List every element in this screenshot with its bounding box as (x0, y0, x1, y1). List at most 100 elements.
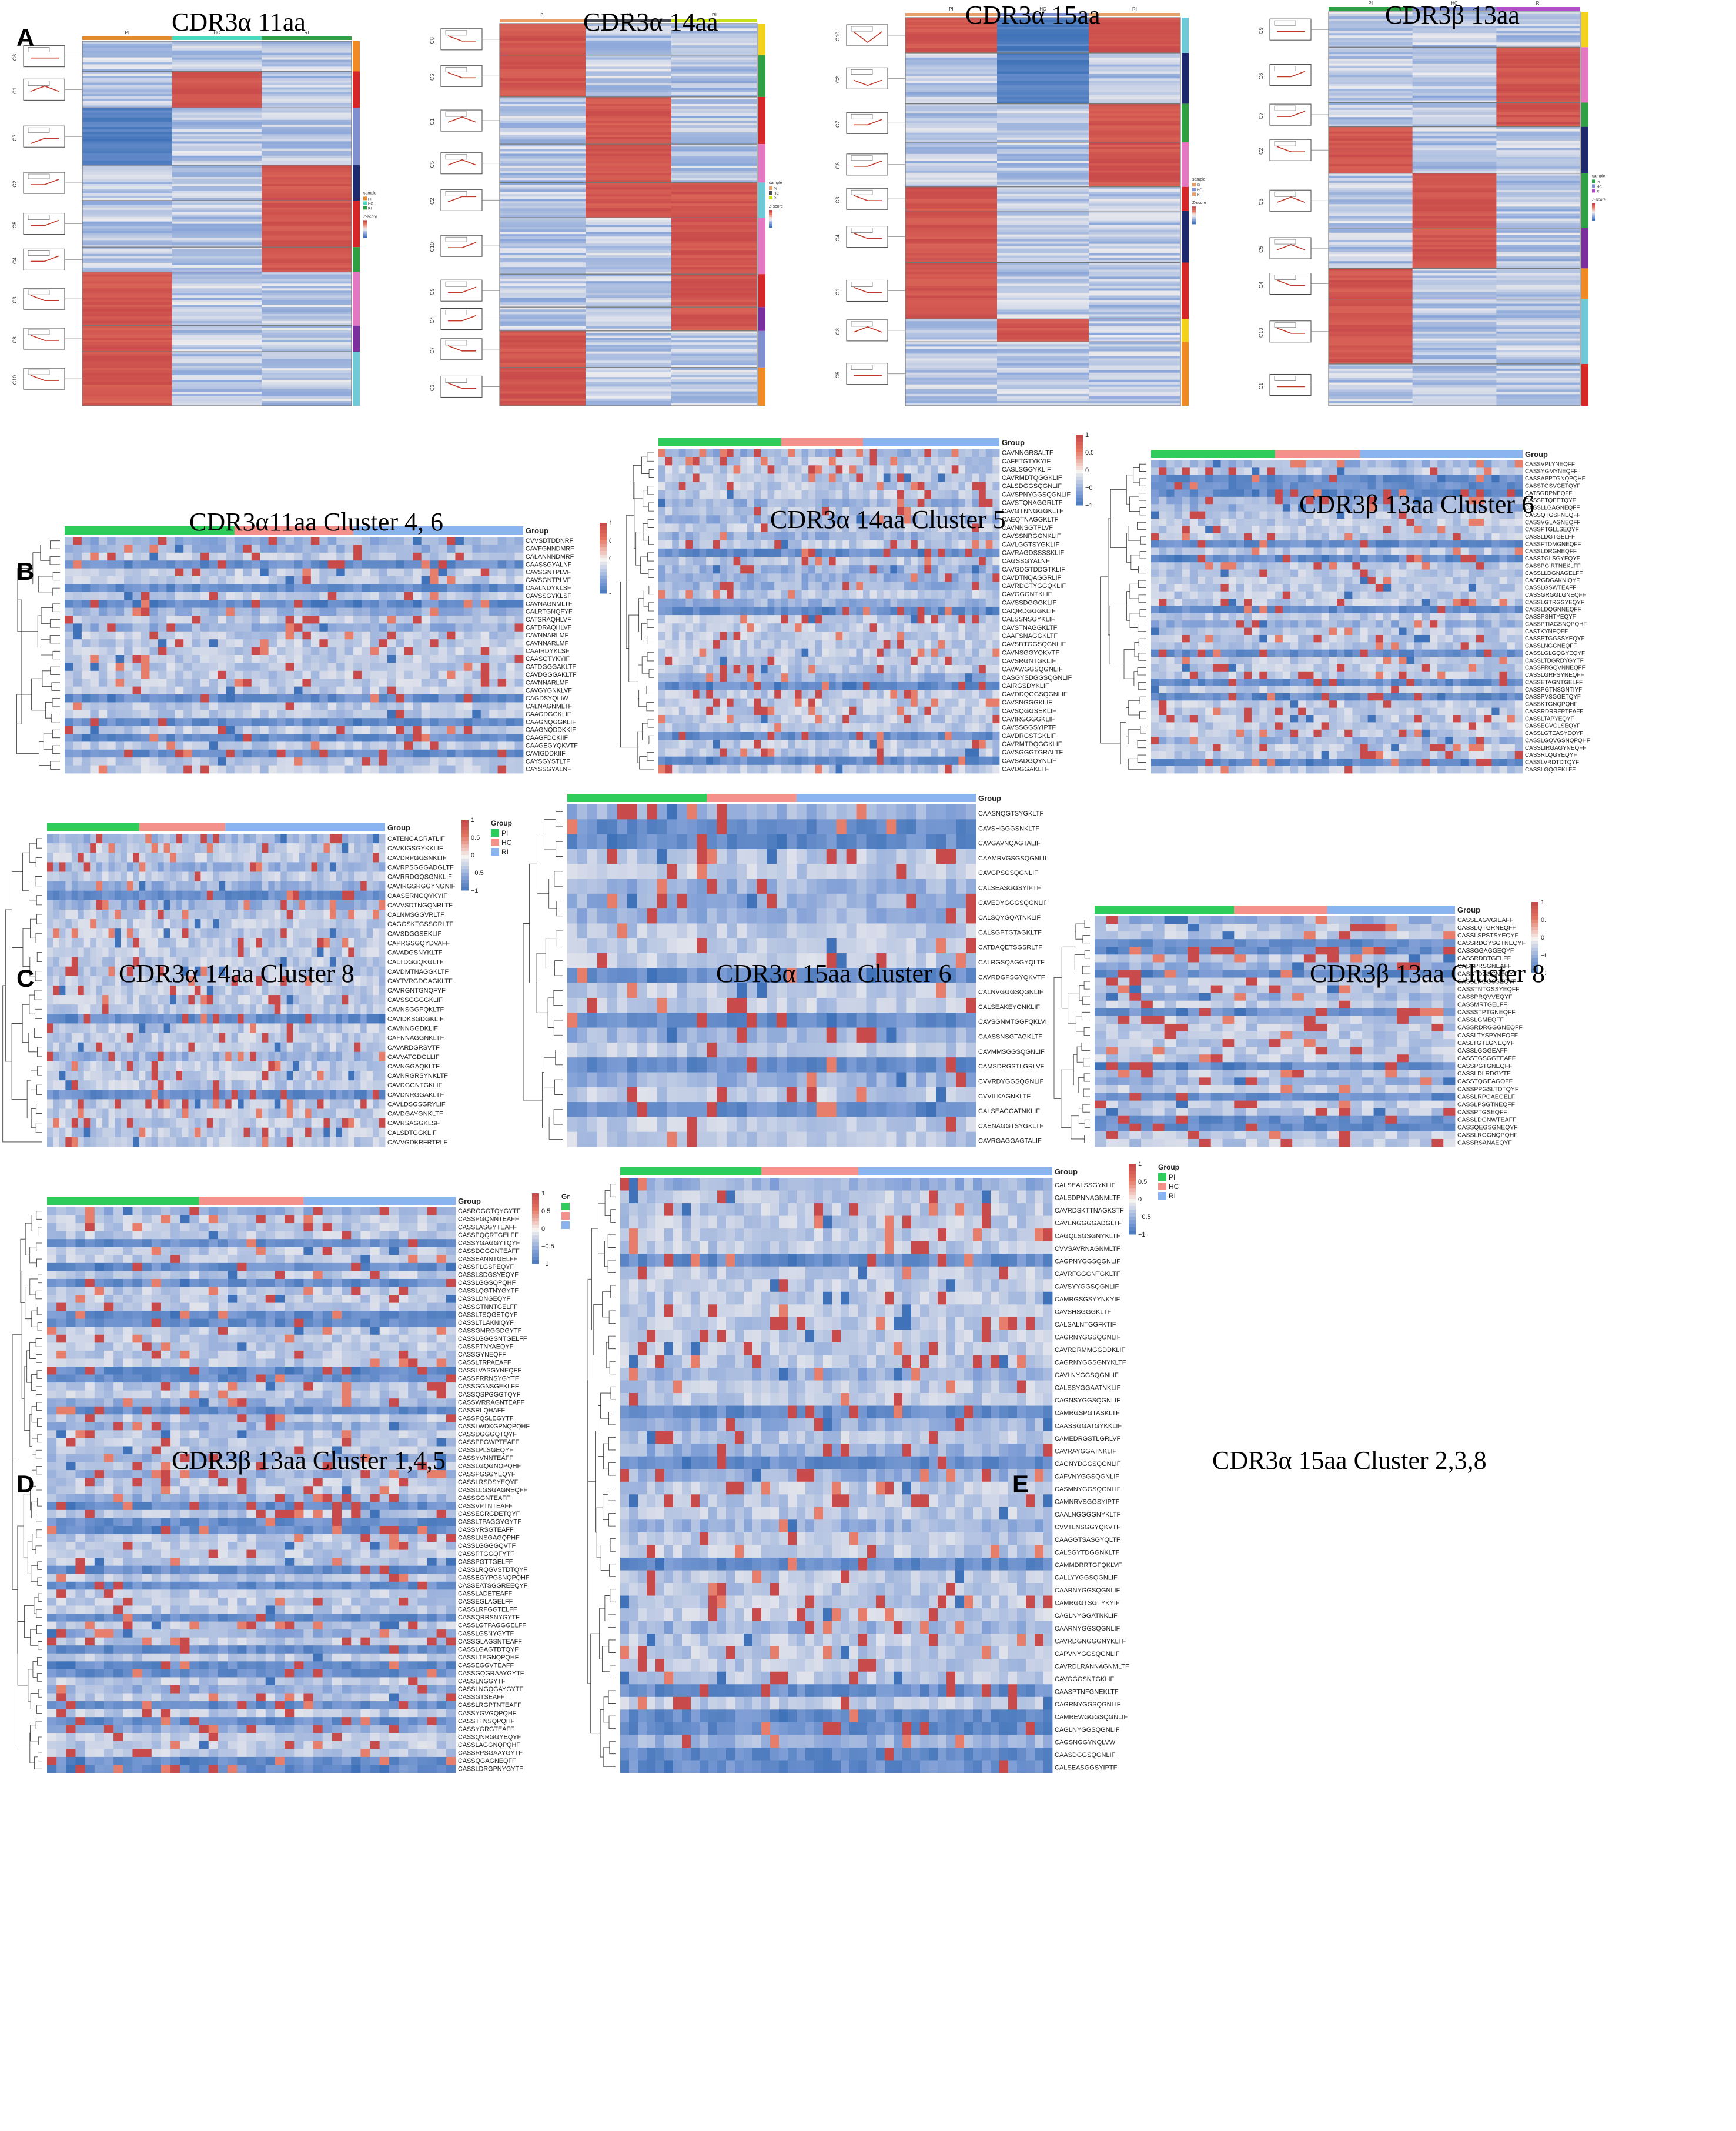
heatmap-cell (82, 375, 173, 378)
heatmap-cell (141, 734, 150, 742)
heatmap-cell (1089, 391, 1181, 395)
heatmap-cell (997, 283, 1089, 286)
cluster-color-bar (1182, 186, 1189, 211)
heatmap-cell (107, 647, 116, 656)
heatmap-cell (81, 647, 91, 656)
heatmap-cell (1496, 70, 1581, 74)
heatmap-cell (172, 288, 262, 291)
heatmap-cell (1089, 309, 1181, 312)
heatmap-cell (1089, 85, 1181, 88)
heatmap-cell (958, 573, 966, 582)
heatmap-cell (430, 741, 439, 750)
heatmap-cell (905, 353, 998, 357)
heatmap-cell (98, 631, 108, 640)
heatmap-cell (1329, 239, 1413, 243)
heatmap-cell (586, 139, 672, 142)
heatmap-cell (1496, 313, 1581, 316)
heatmap-cell (671, 165, 758, 169)
heatmap-cell (1412, 12, 1497, 15)
heatmap-cell (883, 498, 891, 507)
heatmap-cell (1496, 225, 1581, 229)
heatmap-cell (172, 207, 262, 211)
heatmap-cell (671, 144, 758, 147)
heatmap-cell (98, 552, 108, 561)
heatmap-cell (172, 139, 262, 142)
heatmap-cell (911, 573, 918, 582)
heatmap-cell (890, 515, 898, 524)
heatmap-cell (497, 552, 507, 561)
heatmap-cell (1329, 14, 1413, 17)
heatmap-cell (883, 557, 891, 566)
heatmap-cell (421, 749, 430, 758)
heatmap-cell (586, 222, 672, 225)
heatmap-cell (1329, 161, 1413, 165)
heatmap-cell (904, 565, 911, 574)
heatmap-cell (815, 557, 822, 566)
heatmap-cell (480, 623, 490, 632)
heatmap-cell (172, 165, 262, 168)
heatmap-cell (497, 592, 507, 600)
heatmap-cell (1089, 328, 1181, 331)
heatmap-cell (586, 208, 672, 211)
colorscale-step (600, 523, 607, 527)
heatmap-cell (1329, 49, 1413, 52)
row-label: CAFETGTYKYIF (1002, 458, 1051, 465)
heatmap-cell (387, 663, 396, 672)
heatmap-cell (172, 380, 262, 383)
heatmap-cell (506, 663, 515, 672)
heatmap-cell (1412, 313, 1497, 316)
heatmap-cell (586, 144, 672, 147)
cluster-label: C10 (1258, 328, 1264, 338)
zscore-legend-step (1192, 221, 1196, 223)
cluster-color-bar (353, 108, 360, 166)
heatmap-cell (166, 663, 176, 672)
heatmap-cell (586, 168, 672, 171)
heatmap-cell (172, 311, 262, 315)
heatmap-cell (733, 573, 741, 582)
heatmap-cell (65, 600, 73, 608)
heatmap-cell (310, 616, 320, 624)
heatmap-cell (767, 482, 775, 491)
heatmap-cell (489, 607, 499, 616)
heatmap-cell (822, 532, 829, 541)
heatmap-cell (965, 473, 972, 483)
heatmap-cell (1329, 72, 1413, 75)
heatmap-cell (175, 765, 184, 774)
heatmap-cell (863, 540, 870, 549)
heatmap-cell (82, 382, 173, 385)
heatmap-cell (243, 537, 252, 545)
heatmap-cell (671, 194, 758, 197)
heatmap-cell (98, 702, 108, 711)
heatmap-cell (413, 670, 422, 679)
heatmap-cell (262, 389, 352, 392)
heatmap-cell (733, 515, 741, 524)
heatmap-cell (1329, 42, 1413, 45)
heatmap-cell (489, 726, 499, 734)
heatmap-cell (489, 592, 499, 600)
heatmap-cell (658, 598, 665, 607)
chart-title: CDR3α 14aa Cluster 5 (770, 505, 1006, 534)
heatmap-cell (586, 64, 672, 67)
heatmap-cell (890, 540, 898, 549)
heatmap-cell (124, 584, 133, 593)
heatmap-cell (869, 523, 877, 532)
heatmap-cell (1496, 161, 1581, 165)
heatmap-cell (73, 576, 82, 584)
heatmap-cell (761, 457, 768, 466)
heatmap-cell (262, 265, 352, 268)
heatmap-cell (500, 64, 586, 67)
heatmap-cell (685, 590, 693, 599)
heatmap-cell (81, 734, 91, 742)
heatmap-cell (1412, 221, 1497, 224)
heatmap-cell (671, 302, 758, 305)
heatmap-cell (754, 473, 761, 483)
heatmap-cell (1089, 319, 1181, 322)
heatmap-cell (262, 403, 352, 406)
heatmap-cell (917, 498, 925, 507)
heatmap-cell (262, 288, 352, 291)
heatmap-cell (370, 655, 379, 663)
heatmap-cell (65, 663, 73, 672)
heatmap-cell (699, 457, 707, 466)
heatmap-cell (815, 582, 822, 591)
heatmap-cell (396, 670, 405, 679)
